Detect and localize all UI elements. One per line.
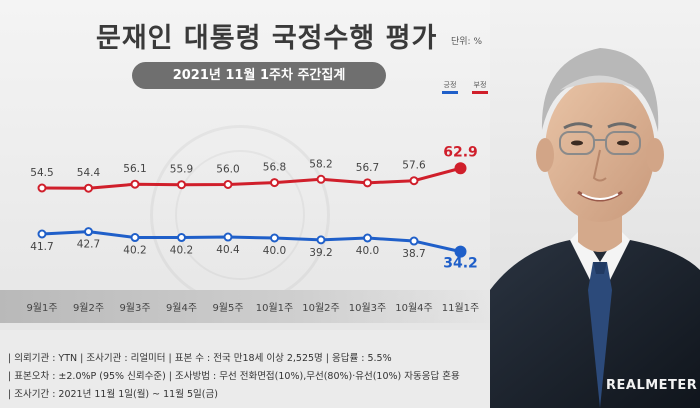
point-negative <box>130 179 140 189</box>
data-label-negative: 62.9 <box>443 144 478 160</box>
data-label-negative: 58.2 <box>309 158 332 170</box>
data-label-positive: 40.2 <box>170 245 193 257</box>
legend-item-positive: 긍정 <box>442 81 458 94</box>
data-label-negative: 56.7 <box>356 162 379 174</box>
series-line-positive <box>41 230 461 254</box>
data-label-positive: 42.7 <box>77 239 100 251</box>
president-portrait <box>490 0 700 408</box>
data-label-negative: 56.1 <box>123 163 146 175</box>
point-positive <box>223 232 233 242</box>
data-label-negative: 56.0 <box>216 163 239 175</box>
legend-label-positive: 긍정 <box>443 81 457 89</box>
x-tick-label: 9월4주 <box>166 302 197 314</box>
data-label-positive: 40.4 <box>216 244 240 256</box>
footer-line-3: | 조사기간 : 2021년 11월 1일(월) ~ 11월 5일(금) <box>8 389 218 400</box>
point-positive <box>130 233 140 243</box>
approval-line-chart: 54.5 54.4 56.1 55.9 56.0 56.8 58.2 56.7 57.6 62.9… <box>26 144 480 314</box>
data-label-negative: 56.8 <box>263 162 286 174</box>
subtitle-badge: 2021년 11월 1주차 주간집계 <box>132 62 386 89</box>
legend-item-negative: 부정 <box>472 81 488 94</box>
x-tick-label: 10월1주 <box>256 302 294 314</box>
data-label-negative: 54.5 <box>30 167 53 179</box>
unit-label: 단위: % <box>451 37 483 47</box>
data-label-negative: 55.9 <box>170 164 193 176</box>
legend-label-negative: 부정 <box>473 81 487 89</box>
x-tick-label: 10월2주 <box>302 302 340 314</box>
point-positive <box>409 236 419 246</box>
x-tick-label: 9월1주 <box>26 302 57 314</box>
point-positive <box>270 233 279 243</box>
point-negative <box>84 183 93 193</box>
point-positive <box>37 229 47 239</box>
data-label-negative: 57.6 <box>402 160 426 172</box>
point-negative <box>409 176 419 186</box>
x-axis-band <box>0 290 500 323</box>
x-tick-label: 11월1주 <box>442 302 480 314</box>
point-negative <box>454 162 467 175</box>
point-positive <box>454 245 467 258</box>
legend-swatch-negative <box>472 91 488 94</box>
x-tick-label: 9월3주 <box>119 302 150 314</box>
x-tick-label: 9월5주 <box>212 302 243 314</box>
portrait-illustration <box>490 0 700 408</box>
x-tick-label: 10월4주 <box>395 302 433 314</box>
point-positive <box>363 233 372 243</box>
survey-footer: | 의뢰기관 : YTN | 조사기관 : 리얼미터 | 표본 수 : 전국 만… <box>0 340 700 408</box>
data-label-positive: 40.0 <box>263 245 286 257</box>
series-line-negative <box>41 166 461 190</box>
realmeter-logo: REALMETER <box>606 378 698 393</box>
data-label-positive: 38.7 <box>402 248 425 260</box>
page-title: 문재인 대통령 국정수행 평가 <box>96 23 438 54</box>
point-positive <box>316 235 326 245</box>
seal-inner-ring <box>175 150 305 280</box>
chart-legend: 긍정 부정 <box>442 81 488 94</box>
point-positive <box>177 233 186 243</box>
point-negative <box>177 180 186 190</box>
point-negative <box>37 183 47 193</box>
data-label-positive: 40.0 <box>356 245 379 257</box>
data-label-positive: 41.7 <box>30 241 53 253</box>
point-negative <box>223 179 233 189</box>
data-label-positive: 39.2 <box>309 247 332 259</box>
data-label-negative: 54.4 <box>77 167 101 179</box>
data-label-positive: 40.2 <box>123 245 146 257</box>
footer-line-1: | 의뢰기관 : YTN | 조사기관 : 리얼미터 | 표본 수 : 전국 만… <box>8 353 392 364</box>
point-negative <box>363 178 372 188</box>
footer-line-2: | 표본오차 : ±2.0%P (95% 신뢰수준) | 조사방법 : 무선 전… <box>8 371 460 382</box>
x-tick-label: 10월3주 <box>349 302 387 314</box>
x-tick-label: 9월2주 <box>73 302 104 314</box>
data-label-positive: 34.2 <box>443 256 478 272</box>
legend-swatch-positive <box>442 91 458 94</box>
point-positive <box>84 227 93 237</box>
point-negative <box>270 178 279 188</box>
point-negative <box>316 174 326 184</box>
